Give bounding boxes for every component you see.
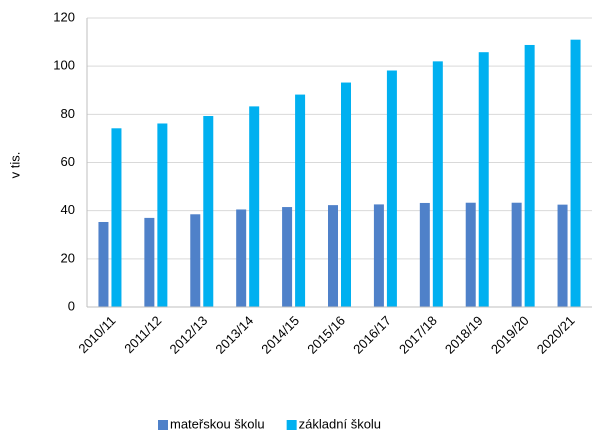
legend-label: mateřskou školu	[170, 416, 265, 431]
legend-label: základní školu	[299, 416, 381, 431]
bar	[282, 207, 293, 307]
bar	[570, 39, 581, 308]
bar	[328, 205, 338, 307]
y-tick-label: 20	[61, 250, 75, 265]
bar	[190, 214, 201, 307]
x-tick-label: 2019/20	[488, 313, 532, 357]
bar	[386, 70, 397, 307]
bar	[111, 128, 122, 307]
bar	[236, 209, 247, 307]
x-tick-label: 2015/16	[304, 313, 348, 357]
bar	[98, 221, 109, 307]
x-tick-label: 2020/21	[534, 313, 578, 357]
y-tick-label: 60	[61, 154, 75, 169]
bar	[203, 116, 214, 307]
x-tick-label: 2017/18	[396, 313, 440, 357]
bar	[249, 106, 260, 307]
x-tick-label: 2016/17	[350, 313, 394, 357]
y-tick-label: 120	[53, 9, 75, 24]
y-tick-label: 40	[61, 202, 75, 217]
bar	[478, 52, 489, 307]
x-tick-label: 2014/15	[258, 313, 302, 357]
legend-swatch	[286, 420, 297, 430]
bar	[465, 202, 476, 307]
bar	[373, 204, 384, 307]
bar	[341, 82, 351, 307]
bar	[419, 202, 430, 307]
bar	[557, 204, 568, 307]
x-tick-label: 2018/19	[442, 313, 486, 357]
x-tick-label: 2010/11	[75, 313, 118, 356]
y-tick-label: 0	[68, 298, 75, 313]
y-tick-label: 80	[61, 106, 75, 121]
bar	[432, 61, 443, 307]
x-tick-label: 2013/14	[212, 313, 256, 357]
bar	[144, 217, 155, 307]
bar	[157, 123, 168, 307]
x-tick-label: 2012/13	[166, 313, 210, 357]
bar	[295, 94, 306, 308]
legend-swatch	[158, 420, 168, 430]
bar	[511, 202, 522, 307]
y-tick-label: 100	[53, 58, 75, 73]
x-tick-label: 2011/12	[121, 313, 164, 356]
y-axis-label: v tis.	[7, 152, 22, 179]
bar	[524, 44, 535, 308]
